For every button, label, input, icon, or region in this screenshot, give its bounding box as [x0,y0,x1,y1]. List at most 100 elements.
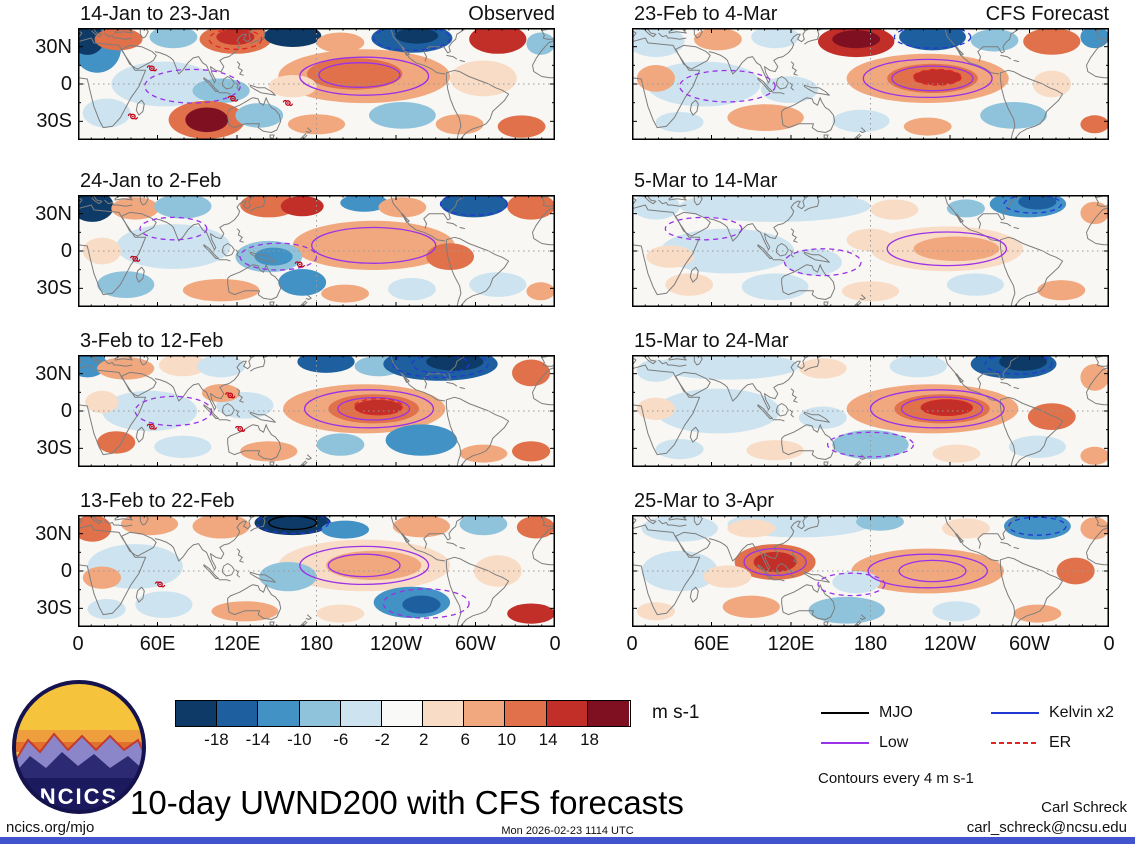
lat-axis-label: 30S [36,597,72,619]
coastline [249,84,276,96]
coastline [775,403,789,417]
coastline [1013,59,1020,63]
colorbar-cell [217,701,259,726]
tropical-cyclone-icon [227,95,239,102]
coastline [121,44,157,70]
tropical-cyclone-icon [130,255,141,262]
map-canvas [78,195,555,307]
coastline [390,195,446,242]
er-contour [922,399,972,417]
lat-axis-label: 30N [35,36,72,58]
coastline [298,460,308,467]
coastline [1013,386,1020,390]
legend-item-low: Low [820,734,908,752]
colorbar [175,700,631,727]
coastline [689,99,699,116]
coastline [532,39,555,79]
lat-axis-label: 0 [60,240,72,262]
coastline [400,373,410,383]
coastline [757,564,773,579]
legend-line-swatch [821,712,869,714]
low-contour [134,395,213,427]
map-panel-5-mar-to-14-mar: 5-Mar to 14-Mar [632,170,1109,307]
legend-item-er: ER [990,734,1071,752]
coastline [532,206,555,246]
map-panel-24-jan-to-2-feb: 24-Jan to 2-Feb [78,170,555,307]
coastline [235,249,241,258]
coastline [757,244,773,259]
coastline [154,195,258,251]
lat-axis-label: 0 [60,73,72,95]
coastline [772,579,785,582]
colorbar-cell [423,701,465,726]
coastline [221,243,235,257]
coastline [859,294,866,300]
coastline [459,546,466,550]
coastline [708,28,812,84]
coastline [298,133,308,140]
coastline [423,515,467,549]
panel-title: 24-Jan to 2-Feb [80,170,222,192]
coastline [236,228,244,243]
coastline [459,386,466,390]
coastline [305,294,312,300]
contour-note: Contours every 4 m s-1 [818,770,974,787]
map-panel-13-feb-to-22-feb: 13-Feb to 22-Feb [78,490,555,627]
coastline [541,517,555,527]
lon-axis-label: 120W [369,633,423,655]
coastline [790,228,798,243]
bottom-accent-bar [0,837,1135,844]
coastline [1013,226,1020,230]
coastline [390,355,446,402]
low-contour [886,231,1008,267]
map-panel-3-feb-to-12-feb: 3-Feb to 12-Feb [78,330,555,467]
coastline [632,364,701,456]
map-canvas [78,355,555,467]
lon-axis-label: 60W [1008,633,1051,655]
coastline [789,82,795,91]
coastline [658,199,687,207]
coastline [541,30,555,40]
coastline [803,571,830,583]
coastline [1013,546,1020,550]
coastline [775,243,789,257]
coastline [1086,366,1109,406]
coastline [139,355,149,366]
ncics-logo: NCICS [12,680,146,814]
low-contour [826,431,915,458]
site-url: ncics.org/mjo [6,819,95,836]
colorbar-cell [381,701,424,726]
coastline [445,69,510,140]
coastline [675,44,711,70]
low-contour [139,216,208,241]
coastline [775,563,789,577]
coastline [227,97,282,133]
coastline [999,556,1064,627]
lon-axis-label: 180 [299,633,334,655]
low-contour [299,545,430,586]
coastline [236,61,244,76]
low-contour [900,396,984,422]
coastline [445,396,510,467]
coastline [104,199,133,207]
coastline [689,426,699,443]
coastline [803,251,830,263]
coastline [305,614,312,620]
coastline [954,46,964,56]
colorbar-cell [258,701,300,726]
lon-axis-label: 60W [454,633,497,655]
coastline [78,364,147,456]
coastline [772,419,785,422]
colorbar-cell [340,701,382,726]
coastline [445,556,510,627]
coastline [954,373,964,383]
map-canvas [632,355,1109,467]
colorbar-tick-label: 14 [538,730,558,749]
coastline [1000,381,1012,387]
coastline [121,211,157,237]
coastline [218,419,231,422]
coastline [400,213,410,223]
coastline [203,564,219,579]
tropical-cyclone-icon [225,392,236,399]
coastline [708,195,812,251]
